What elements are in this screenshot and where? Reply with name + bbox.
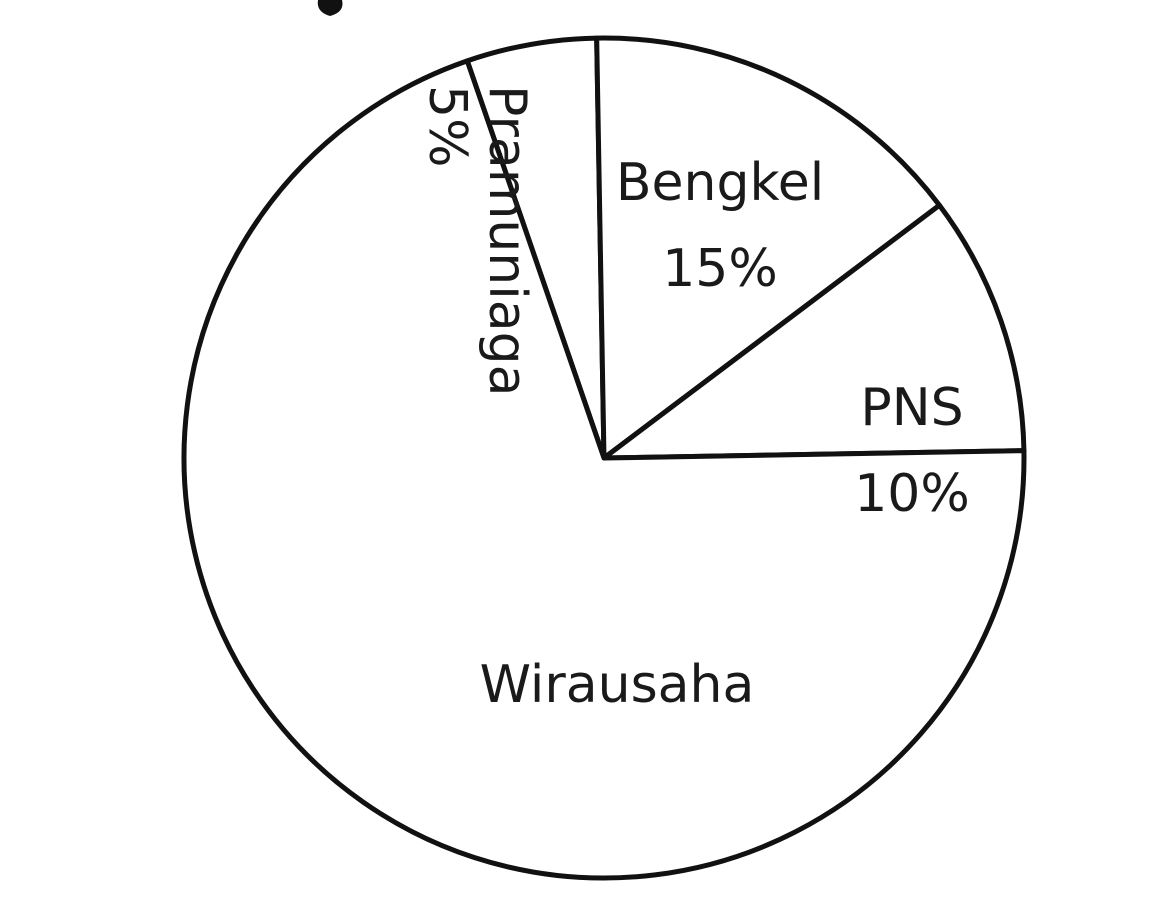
- pie-slice-wirausaha: [181, 58, 1027, 881]
- cropped-title-remnant: [317, 0, 343, 16]
- slice-value-pramuniaga: 5%: [417, 85, 477, 168]
- slice-label-bengkel: Bengkel: [616, 153, 824, 213]
- pie-slice-pns: [601, 202, 1027, 461]
- slice-label-wirausaha: Wirausaha: [480, 655, 755, 715]
- slice-label-pramuniaga: Pramuniaga: [477, 85, 537, 396]
- slice-value-pns: 10%: [854, 464, 970, 524]
- pie-slice-bengkel: [594, 35, 942, 461]
- pie-slices: [181, 35, 1027, 881]
- slice-label-pns: PNS: [860, 378, 963, 438]
- slice-value-bengkel: 15%: [662, 239, 778, 299]
